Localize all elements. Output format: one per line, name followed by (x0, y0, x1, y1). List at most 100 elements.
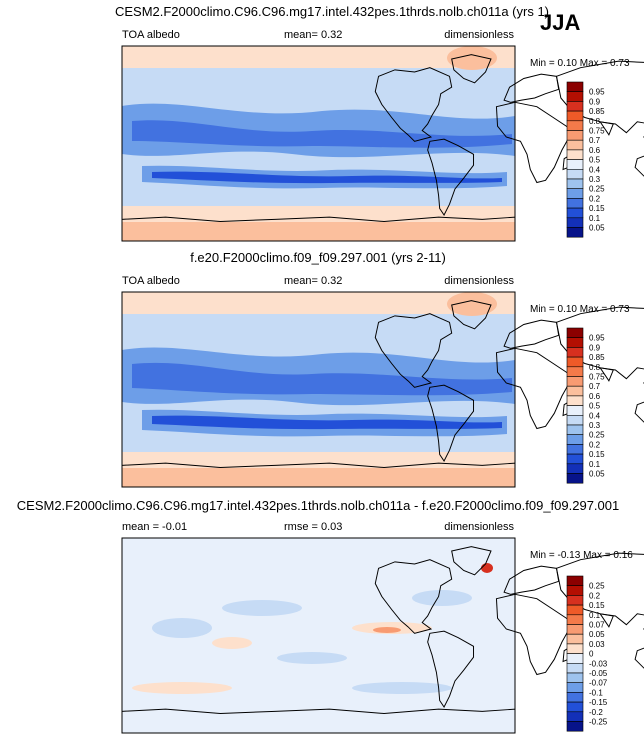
colorbar-tick-label: -0.25 (589, 718, 608, 727)
panel-3-colorbar-ticks: 0.250.20.150.10.070.050.030-0.03-0.05-0.… (589, 582, 608, 727)
colorbar-swatch (566, 395, 584, 406)
colorbar-swatch (566, 347, 584, 358)
panel-3-right-label: dimensionless (444, 521, 514, 533)
colorbar-tick-label: 0.95 (589, 88, 605, 97)
colorbar-swatch (566, 575, 584, 586)
colorbar-tick-label: 0.3 (589, 175, 601, 184)
colorbar-swatch (566, 424, 584, 435)
colorbar-swatch (566, 198, 584, 209)
colorbar-swatch (566, 453, 584, 465)
colorbar-swatch (566, 159, 584, 170)
colorbar-swatch (566, 207, 584, 219)
colorbar-tick-label: 0.1 (589, 460, 601, 469)
panel-2-left-label: TOA albedo (122, 275, 180, 287)
colorbar-swatch (566, 663, 584, 674)
colorbar-swatch (566, 415, 584, 426)
colorbar-tick-label: 0.3 (589, 421, 601, 430)
colorbar-swatch (566, 585, 584, 596)
colorbar-swatch (566, 473, 584, 484)
colorbar-tick-label: 0.75 (589, 373, 605, 382)
colorbar-swatch (566, 444, 584, 455)
colorbar-tick-label: 0.2 (589, 194, 601, 203)
panel-2-map (121, 291, 644, 488)
colorbar-swatch (566, 188, 584, 199)
colorbar-tick-label: 0.4 (589, 411, 601, 420)
colorbar-swatch (566, 595, 584, 606)
colorbar-tick-label: 0.07 (589, 621, 605, 630)
colorbar-swatch (566, 682, 584, 693)
colorbar-tick-label: 0.03 (589, 640, 605, 649)
colorbar-tick-label: -0.03 (589, 659, 608, 668)
colorbar-swatch (566, 672, 584, 683)
colorbar-tick-label: 0.85 (589, 107, 605, 116)
panel-1-left-label: TOA albedo (122, 29, 180, 41)
colorbar-swatch (566, 227, 584, 238)
panel-3: CESM2.F2000climo.C96.C96.mg17.intel.432p… (17, 498, 644, 734)
colorbar-swatch (566, 139, 584, 151)
colorbar-tick-label: 0.9 (589, 343, 601, 352)
colorbar-swatch (566, 434, 584, 445)
panel-1: CESM2.F2000climo.C96.C96.mg17.intel.432p… (115, 4, 644, 242)
colorbar-tick-label: 0.95 (589, 334, 605, 343)
colorbar-swatch (566, 149, 584, 160)
colorbar-tick-label: 0.5 (589, 402, 601, 411)
colorbar-tick-label: 0.05 (589, 224, 605, 233)
colorbar-tick-label: -0.2 (589, 708, 603, 717)
panel-3-map (121, 537, 644, 734)
season-label: JJA (540, 10, 580, 35)
colorbar-swatch (566, 405, 584, 416)
colorbar-swatch (566, 169, 584, 180)
colorbar-tick-label: 0.15 (589, 450, 605, 459)
colorbar-swatch (566, 376, 584, 387)
colorbar-tick-label: 0.1 (589, 611, 601, 620)
panel-1-center-label: mean= 0.32 (284, 29, 342, 41)
colorbar-swatch (566, 624, 584, 635)
colorbar-tick-label: 0.5 (589, 156, 601, 165)
colorbar-tick-label: 0.25 (589, 431, 605, 440)
panel-3-title: CESM2.F2000climo.C96.C96.mg17.intel.432p… (17, 498, 619, 513)
colorbar-swatch (566, 120, 584, 131)
colorbar-tick-label: 0.6 (589, 392, 601, 401)
panel-2-title: f.e20.F2000climo.f09_f09.297.001 (yrs 2-… (190, 250, 446, 265)
colorbar-swatch (566, 91, 584, 102)
colorbar-tick-label: 0 (589, 650, 594, 659)
colorbar-swatch (566, 711, 584, 722)
panel-2-colorbar-swatches (566, 327, 584, 484)
colorbar-tick-label: -0.15 (589, 698, 608, 707)
panel-3-colorbar-swatches (566, 575, 584, 732)
colorbar-tick-label: 0.75 (589, 127, 605, 136)
colorbar-swatch (566, 385, 584, 397)
colorbar-swatch (566, 614, 584, 625)
panel-1-colorbar-swatches (566, 81, 584, 238)
colorbar-tick-label: 0.9 (589, 97, 601, 106)
colorbar-tick-label: -0.05 (589, 669, 608, 678)
colorbar-swatch (566, 701, 584, 713)
panel-2-center-label: mean= 0.32 (284, 275, 342, 287)
colorbar-tick-label: 0.7 (589, 382, 601, 391)
colorbar-swatch (566, 356, 584, 368)
panel-1-title: CESM2.F2000climo.C96.C96.mg17.intel.432p… (115, 4, 549, 19)
colorbar-swatch (566, 110, 584, 122)
colorbar-swatch (566, 178, 584, 189)
colorbar-tick-label: 0.7 (589, 136, 601, 145)
colorbar-swatch (566, 653, 584, 664)
colorbar-tick-label: -0.07 (589, 679, 608, 688)
colorbar-tick-label: 0.25 (589, 185, 605, 194)
colorbar-tick-label: 0.25 (589, 582, 605, 591)
colorbar-tick-label: 0.8 (589, 363, 601, 372)
panel-2: f.e20.F2000climo.f09_f09.297.001 (yrs 2-… (121, 250, 644, 488)
colorbar-swatch (566, 692, 584, 703)
colorbar-swatch (566, 721, 584, 732)
colorbar-swatch (566, 643, 584, 654)
panel-3-colorbar: 0.250.20.150.10.070.050.030-0.03-0.05-0.… (566, 575, 608, 732)
panel-2-range-label: Min = 0.10 Max = 0.73 (530, 304, 630, 315)
panel-3-range-label: Min = -0.13 Max = 0.16 (530, 550, 633, 561)
panel-1-colorbar-ticks: 0.950.90.850.80.750.70.60.50.40.30.250.2… (589, 88, 605, 233)
colorbar-tick-label: 0.2 (589, 591, 601, 600)
colorbar-swatch (566, 604, 584, 616)
colorbar-tick-label: 0.8 (589, 117, 601, 126)
panel-1-range-label: Min = 0.10 Max = 0.73 (530, 58, 630, 69)
panel-2-colorbar-ticks: 0.950.90.850.80.750.70.60.50.40.30.250.2… (589, 334, 605, 479)
colorbar-swatch (566, 81, 584, 92)
